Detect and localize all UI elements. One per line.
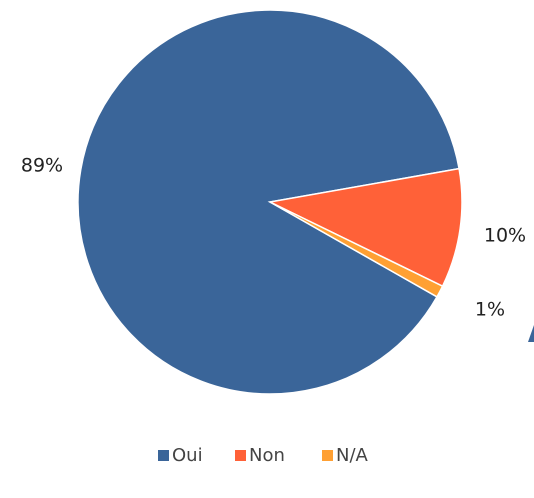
legend-label: N/A — [336, 445, 369, 466]
data-label: 1% — [475, 299, 505, 321]
decoration — [528, 325, 534, 342]
legend-swatch — [322, 450, 333, 461]
legend-swatch — [158, 450, 169, 461]
data-label: 89% — [21, 155, 63, 177]
pie-slice — [269, 201, 444, 298]
legend-swatch — [235, 450, 246, 461]
legend-label: Non — [249, 445, 285, 466]
data-label: 10% — [484, 225, 526, 247]
pie-slice — [267, 167, 463, 288]
legend-label: Oui — [172, 445, 203, 466]
